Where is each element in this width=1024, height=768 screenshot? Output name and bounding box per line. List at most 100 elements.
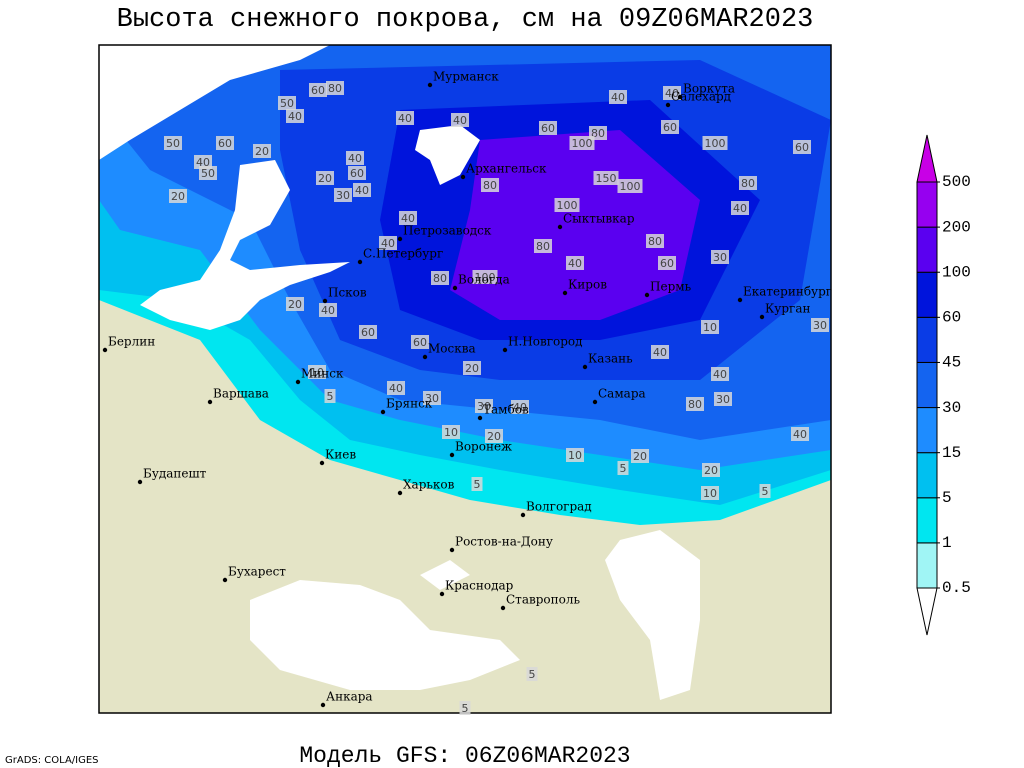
contour-label: 40 <box>733 202 747 215</box>
contour-label: 30 <box>477 400 491 413</box>
contour-label-box <box>326 81 344 95</box>
city-label: Пермь <box>650 280 692 294</box>
contour-label-box <box>399 211 417 225</box>
city-marker <box>477 415 483 421</box>
contour-label-box <box>631 449 649 463</box>
contour-label: 80 <box>536 240 550 253</box>
contour-label-box <box>194 155 212 169</box>
city-label: Волгоград <box>526 500 592 514</box>
city-label: Бухарест <box>228 565 286 579</box>
city-marker <box>449 452 455 458</box>
contour-label-box <box>701 486 719 500</box>
contour-label-box <box>793 140 811 154</box>
contour-label: 100 <box>572 137 593 150</box>
contour-label-box <box>663 86 681 100</box>
city-marker <box>677 94 683 100</box>
contour-label-box <box>714 392 732 406</box>
city-marker <box>207 399 213 405</box>
city-marker <box>427 82 433 88</box>
contour-label-box <box>308 365 326 379</box>
contour-label-box <box>658 256 676 270</box>
city-marker <box>500 605 506 611</box>
city-label: Ростов-на-Дону <box>455 535 553 549</box>
contour-label-box <box>411 335 429 349</box>
contour-label-box <box>702 136 728 150</box>
city-label: Минск <box>301 367 344 381</box>
contour-label: 5 <box>462 702 469 715</box>
city-label: Брянск <box>386 397 433 411</box>
contour-label-box <box>711 250 729 264</box>
city-marker <box>592 399 598 405</box>
contour-label-box <box>593 171 619 185</box>
contour-label-box <box>324 389 336 403</box>
contour-label: 10 <box>444 426 458 439</box>
sea <box>140 160 350 330</box>
contour-label-box <box>471 477 483 491</box>
contour-label-box <box>348 166 366 180</box>
contour-label-box <box>353 183 371 197</box>
city-marker <box>222 577 228 583</box>
city-label: Н.Новгород <box>508 335 583 349</box>
contour-label: 80 <box>648 235 662 248</box>
contour-label: 80 <box>328 82 342 95</box>
contour-label-box <box>472 270 498 284</box>
city-marker <box>562 290 568 296</box>
colorbar-segment <box>916 271 938 318</box>
contour-label-box <box>199 166 217 180</box>
city-label: Петрозаводск <box>403 224 492 238</box>
city-marker <box>582 364 588 370</box>
city-label: Москва <box>428 342 476 356</box>
contour-label-box <box>164 136 182 150</box>
contour-label: 40 <box>355 184 369 197</box>
contour-label-box <box>319 303 337 317</box>
contour-label-box <box>739 176 757 190</box>
city-label: Екатеринбург <box>743 285 832 299</box>
contour-label-box <box>651 345 669 359</box>
contour-label: 60 <box>311 84 325 97</box>
contour-label: 40 <box>348 152 362 165</box>
city-label: Берлин <box>108 335 155 349</box>
city-label: Тамбов <box>483 403 529 417</box>
contour-label: 80 <box>741 177 755 190</box>
colorbar-segment <box>916 542 938 589</box>
city-marker <box>322 298 328 304</box>
contour-label: 40 <box>568 257 582 270</box>
contour-label-box <box>526 667 538 681</box>
city-marker <box>380 409 386 415</box>
contour-label-box <box>646 234 664 248</box>
contour-label: 100 <box>475 271 496 284</box>
contour-label-box <box>554 198 580 212</box>
contour-label-box <box>811 318 829 332</box>
contour-label: 40 <box>653 346 667 359</box>
city-label: Воронеж <box>455 440 512 454</box>
contour-label: 20 <box>255 145 269 158</box>
contour-label: 20 <box>318 172 332 185</box>
contour-label-box <box>346 151 364 165</box>
colorbar-label: 100 <box>942 263 971 281</box>
credit: GrADS: COLA/IGES <box>5 755 99 766</box>
contour-label: 30 <box>813 319 827 332</box>
city-label: Вологда <box>458 273 510 287</box>
contour-label-box <box>463 361 481 375</box>
city-marker <box>737 297 743 303</box>
contour-label: 40 <box>453 114 467 127</box>
contour-label-box <box>286 109 304 123</box>
contour-label: 60 <box>795 141 809 154</box>
snow-zone <box>450 130 700 320</box>
contour-label: 20 <box>487 430 501 443</box>
city-label: Воркута <box>683 82 735 96</box>
city-marker <box>320 702 326 708</box>
contour-label: 5 <box>327 390 334 403</box>
city-marker <box>644 292 650 298</box>
city-label: Ставрополь <box>506 593 580 607</box>
contour-label-box <box>566 256 584 270</box>
contour-label: 150 <box>596 172 617 185</box>
contour-label: 50 <box>280 97 294 110</box>
contour-label-box <box>609 90 627 104</box>
city-marker <box>319 460 325 466</box>
city-label: Псков <box>328 286 367 300</box>
contour-label: 60 <box>663 121 677 134</box>
contour-label-box <box>216 136 234 150</box>
